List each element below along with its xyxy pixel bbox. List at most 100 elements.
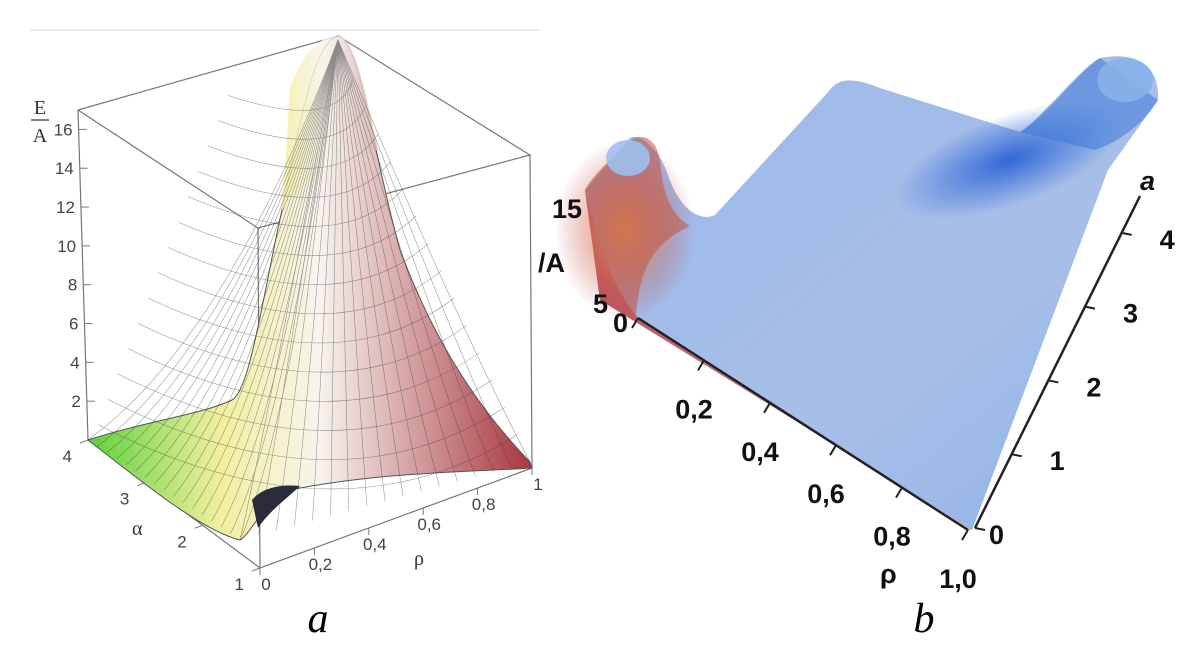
panel-b-caption: b [914, 596, 935, 642]
panel-a-alpha-tick-mark [137, 482, 146, 487]
panel-a-mesh-line [157, 270, 442, 315]
panel-b-a-tick-label: 0 [989, 520, 1004, 550]
panel-a-mesh-line [330, 39, 339, 516]
panel-b-rho-tick-label: 0,2 [675, 394, 713, 424]
panel-a-mesh-line [167, 243, 429, 285]
panel-a-rho-tick-label: 0,4 [363, 535, 387, 554]
panel-a-z-tick-label: 16 [54, 120, 73, 139]
panel-b-rho-tick-mark [763, 402, 771, 414]
panel-b-rho-tick-mark [631, 317, 639, 329]
panel-b-rho-tick-label: 0,4 [741, 437, 779, 467]
panel-a-mesh-line [144, 39, 339, 478]
panel-a-mesh-line [182, 39, 339, 503]
panel-a-rho-tick-label: 0,8 [472, 495, 496, 514]
panel-a-mesh-line [337, 39, 404, 497]
panel-a-mesh-line [106, 39, 339, 453]
panel-b-surface-plot: 5 15 /A 0 0,2 0,4 0,6 0,8 1,0 ρ 0 1 2 3 4 a b [538, 56, 1175, 642]
panel-a-mesh-line [147, 297, 455, 344]
panel-a-mesh-line [163, 39, 339, 491]
panel-a-surface [86, 35, 533, 541]
panel-a-mesh-line [116, 39, 339, 459]
panel-b-a-ticks: 0 1 2 3 4 [973, 195, 1175, 550]
panel-a-z-tick-label: 2 [71, 392, 80, 411]
panel-b-a-tick-label: 1 [1050, 446, 1065, 476]
panel-a-mesh-line [107, 399, 505, 461]
panel-a-mesh-line [117, 373, 493, 431]
panel-a-rho-tick-label: 0 [261, 575, 270, 594]
panel-a-z-label-num: E [34, 97, 46, 119]
panel-a-mesh-line [217, 106, 366, 140]
panel-a-alpha-tick-mark [194, 524, 203, 529]
panel-a-rho-label: ρ [414, 548, 424, 570]
panel-a-mesh-line [187, 188, 404, 227]
panel-b-rho-tick-mark [697, 359, 705, 371]
panel-a-alpha-tick-label: 3 [120, 490, 129, 509]
panel-a-mesh-line [173, 39, 339, 497]
panel-a-alpha-tick-label: 1 [235, 575, 244, 594]
panel-a-alpha-label: α [132, 518, 143, 540]
panel-a-z-tick-label: 4 [70, 353, 79, 372]
panel-a-mesh-line [97, 424, 518, 490]
panel-a-mesh-line [192, 39, 339, 509]
panel-a-caption: a [308, 596, 329, 642]
panel-b-a-tick-mark [1048, 379, 1059, 384]
panel-a-alpha-tick-label: 4 [63, 447, 72, 466]
panel-b-rho-tick-mark [895, 487, 903, 499]
panel-a-mesh-line [207, 133, 379, 169]
panel-b-a-tick-mark [1011, 453, 1022, 458]
panel-a-mesh-line [239, 39, 339, 541]
panel-a-z-label-den: A [33, 125, 48, 147]
panel-a-mesh-line [337, 39, 495, 472]
panel-a-mesh-line [337, 39, 458, 482]
panel-a-mesh-line [135, 39, 339, 472]
panel-a-alpha-tick-mark [79, 439, 89, 444]
panel-a-mesh-line [87, 39, 339, 441]
panel-a-mesh-line [337, 39, 350, 511]
panel-b-rho-tick-label: 1,0 [939, 564, 977, 594]
panel-a-mesh-line [337, 39, 513, 467]
panel-a-mesh-line [337, 39, 476, 477]
panel-b-a-tick-label: 3 [1123, 299, 1138, 329]
panel-a-z-tick-label: 6 [69, 315, 78, 334]
panel-b-a-label: a [1140, 166, 1155, 196]
panel-a-z-ticks: 2 4 6 8 10 12 14 16 [54, 120, 95, 411]
panel-b-a-tick-mark [1084, 305, 1096, 310]
panel-a-mesh-line [211, 39, 339, 522]
panel-b-rho-tick-label: 0,8 [873, 522, 911, 552]
panel-a-alpha-tick-mark [251, 567, 261, 572]
panel-a-z-tick-label: 14 [55, 159, 74, 178]
panel-b-z-tick-label: 5 [593, 289, 608, 319]
panel-a-mesh-line [337, 39, 422, 492]
panel-b-z-ticks: 5 15 [552, 194, 608, 319]
panel-b-z-tick-label: 15 [552, 194, 582, 224]
panel-a-mesh-line [197, 161, 391, 198]
panel-a-mesh-line [177, 215, 417, 256]
panel-a-z-tick-label: 8 [68, 276, 77, 295]
panel-a-mesh-line [257, 39, 339, 536]
panel-b-rho-label: ρ [880, 559, 897, 589]
panel-b-surface [555, 56, 1159, 530]
panel-a-mesh-line [337, 39, 531, 463]
panel-b-a-axis [973, 195, 1142, 529]
panel-a-rho-tick-label: 0,6 [417, 515, 441, 534]
panel-a-mesh-line [337, 39, 386, 502]
panel-b-rho-axis [637, 316, 969, 532]
panel-a-mesh-line [312, 39, 339, 521]
panel-a-mesh-line [337, 39, 440, 487]
panel-a-mesh-line [137, 323, 467, 373]
panel-a-alpha-ticks: 1 2 3 4 [63, 439, 261, 594]
panel-b-a-tick-label: 2 [1086, 372, 1101, 402]
panel-b-rho-ticks: 0 0,2 0,4 0,6 0,8 1,0 [613, 308, 977, 594]
panel-b-rho-tick-mark [829, 444, 837, 456]
panel-a-mesh-line [97, 39, 339, 447]
panel-a-mesh-line [239, 39, 339, 541]
panel-b-a-tick-mark [1121, 231, 1132, 236]
panel-b-a-tick-label: 4 [1160, 225, 1175, 255]
panel-b-a-tick-mark [974, 527, 986, 531]
panel-a-mesh-line [125, 39, 339, 466]
panel-a-rho-ticks: 0 0,2 0,4 0,6 0,8 1 [259, 468, 543, 594]
panel-a-alpha-tick-label: 2 [177, 532, 186, 551]
panel-a-mesh-line [227, 79, 353, 111]
